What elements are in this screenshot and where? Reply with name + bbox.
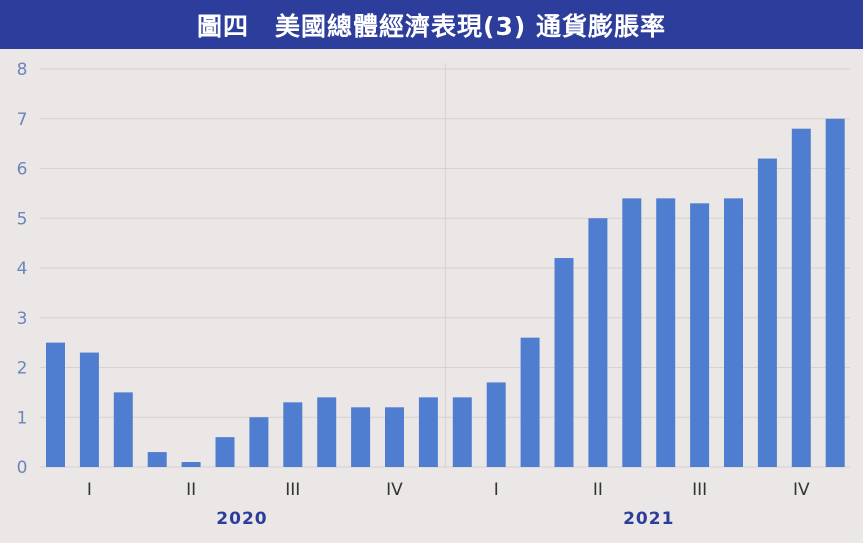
quarter-label: III [285, 480, 300, 500]
chart-title: 圖四 美國總體經濟表現(3) 通貨膨脹率 [197, 11, 666, 41]
bar-2020-10 [351, 407, 371, 467]
bar-2020-08 [283, 402, 303, 467]
quarter-label: I [494, 480, 499, 500]
bar-2020-09 [317, 397, 337, 467]
bar-2021-07 [656, 198, 676, 467]
y-tick-label: 5 [17, 209, 28, 229]
bar-2020-05 [181, 462, 201, 467]
bar-2021-02 [486, 382, 506, 467]
bar-2021-01 [452, 397, 472, 467]
y-axis-ticks: 0 1 2 3 4 5 6 7 8 [17, 60, 28, 478]
quarter-label: III [692, 480, 707, 500]
bar-2020-07 [249, 417, 269, 467]
bar-2021-10 [757, 158, 777, 468]
y-tick-label: 0 [17, 458, 28, 478]
bar-2021-11 [791, 128, 811, 467]
bar-2020-11 [385, 407, 404, 467]
bar-2020-06 [215, 437, 235, 467]
quarter-label: IV [793, 480, 810, 500]
bar-2021-04 [554, 258, 574, 467]
bar-2020-02 [79, 352, 99, 467]
y-tick-label: 4 [17, 259, 28, 279]
bar-2021-08 [690, 203, 710, 467]
y-tick-label: 6 [17, 160, 28, 180]
quarter-label: I [87, 480, 92, 500]
year-label-2021: 2021 [623, 509, 674, 529]
bar-2021-09 [724, 198, 743, 467]
y-tick-label: 1 [17, 408, 28, 428]
y-tick-label: 7 [17, 110, 28, 130]
quarter-label: II [593, 480, 603, 500]
bar-2021-05 [588, 218, 608, 467]
y-tick-label: 2 [17, 359, 28, 379]
quarter-label: IV [386, 480, 403, 500]
bar-2020-03 [113, 392, 133, 467]
bar-2021-03 [520, 337, 540, 467]
y-tick-label: 3 [17, 309, 28, 329]
y-tick-label: 8 [17, 60, 28, 80]
title-bar: 圖四 美國總體經濟表現(3) 通貨膨脹率 [0, 0, 863, 49]
bar-2020-01 [46, 342, 65, 467]
grid-layer [40, 63, 850, 468]
bar-2021-12 [825, 118, 845, 467]
bars [46, 118, 845, 468]
quarter-label: II [186, 480, 196, 500]
year-label-2020: 2020 [216, 509, 267, 529]
bar-2021-06 [622, 198, 642, 467]
bar-2020-12 [418, 397, 438, 467]
bar-2020-04 [147, 452, 167, 467]
